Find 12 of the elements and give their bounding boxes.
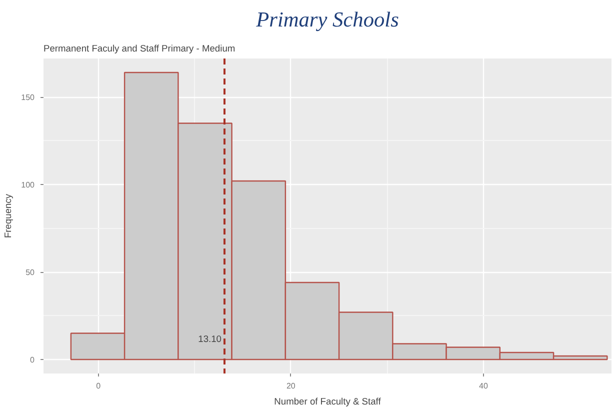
x-tick-label: 40 — [479, 382, 488, 390]
chart-subtitle: Permanent Faculy and Staff Primary - Medium — [44, 44, 236, 54]
x-tick-label: 20 — [286, 382, 296, 390]
chart-title: Primary Schools — [255, 8, 399, 32]
x-tick-label: 0 — [96, 382, 102, 390]
y-axis-title: Frequency — [3, 194, 14, 238]
y-tick-label: 100 — [21, 180, 36, 190]
ref-line-label: 13.10 — [198, 334, 222, 344]
y-tick-label: 0 — [30, 356, 36, 364]
y-tick-label: 150 — [21, 93, 36, 102]
x-axis-title: Number of Faculty & Staff — [274, 396, 382, 406]
y-tick-label: 50 — [26, 268, 36, 277]
